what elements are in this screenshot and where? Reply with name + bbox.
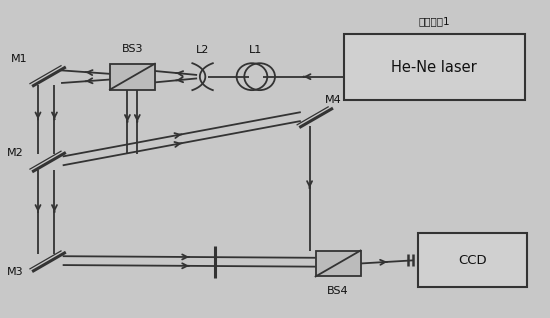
- Text: 激光光源1: 激光光源1: [419, 16, 450, 26]
- Polygon shape: [110, 64, 155, 90]
- Text: He-Ne laser: He-Ne laser: [391, 60, 477, 75]
- Text: L1: L1: [249, 45, 262, 54]
- Text: M3: M3: [7, 267, 23, 277]
- Text: M2: M2: [7, 149, 23, 158]
- Text: M1: M1: [10, 54, 27, 64]
- Text: M4: M4: [324, 94, 341, 105]
- Text: L2: L2: [196, 45, 209, 54]
- Bar: [417, 233, 527, 287]
- Polygon shape: [316, 251, 361, 276]
- Bar: [344, 34, 525, 100]
- Text: CCD: CCD: [458, 254, 487, 267]
- Text: BS4: BS4: [327, 286, 349, 296]
- Text: BS3: BS3: [122, 44, 143, 54]
